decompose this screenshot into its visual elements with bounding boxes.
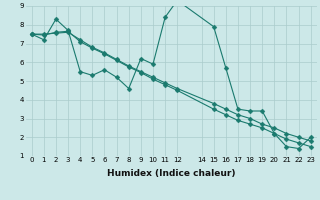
X-axis label: Humidex (Indice chaleur): Humidex (Indice chaleur) bbox=[107, 169, 236, 178]
